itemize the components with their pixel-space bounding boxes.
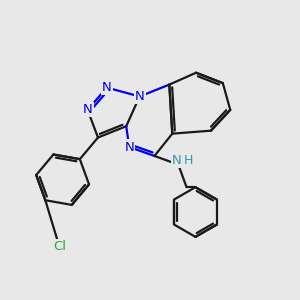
Text: N: N — [83, 103, 92, 116]
Text: N: N — [172, 154, 182, 167]
Text: H: H — [184, 154, 193, 167]
Text: N: N — [124, 140, 134, 154]
Text: N: N — [102, 81, 112, 94]
Text: N: N — [135, 90, 145, 103]
Text: Cl: Cl — [53, 240, 66, 253]
